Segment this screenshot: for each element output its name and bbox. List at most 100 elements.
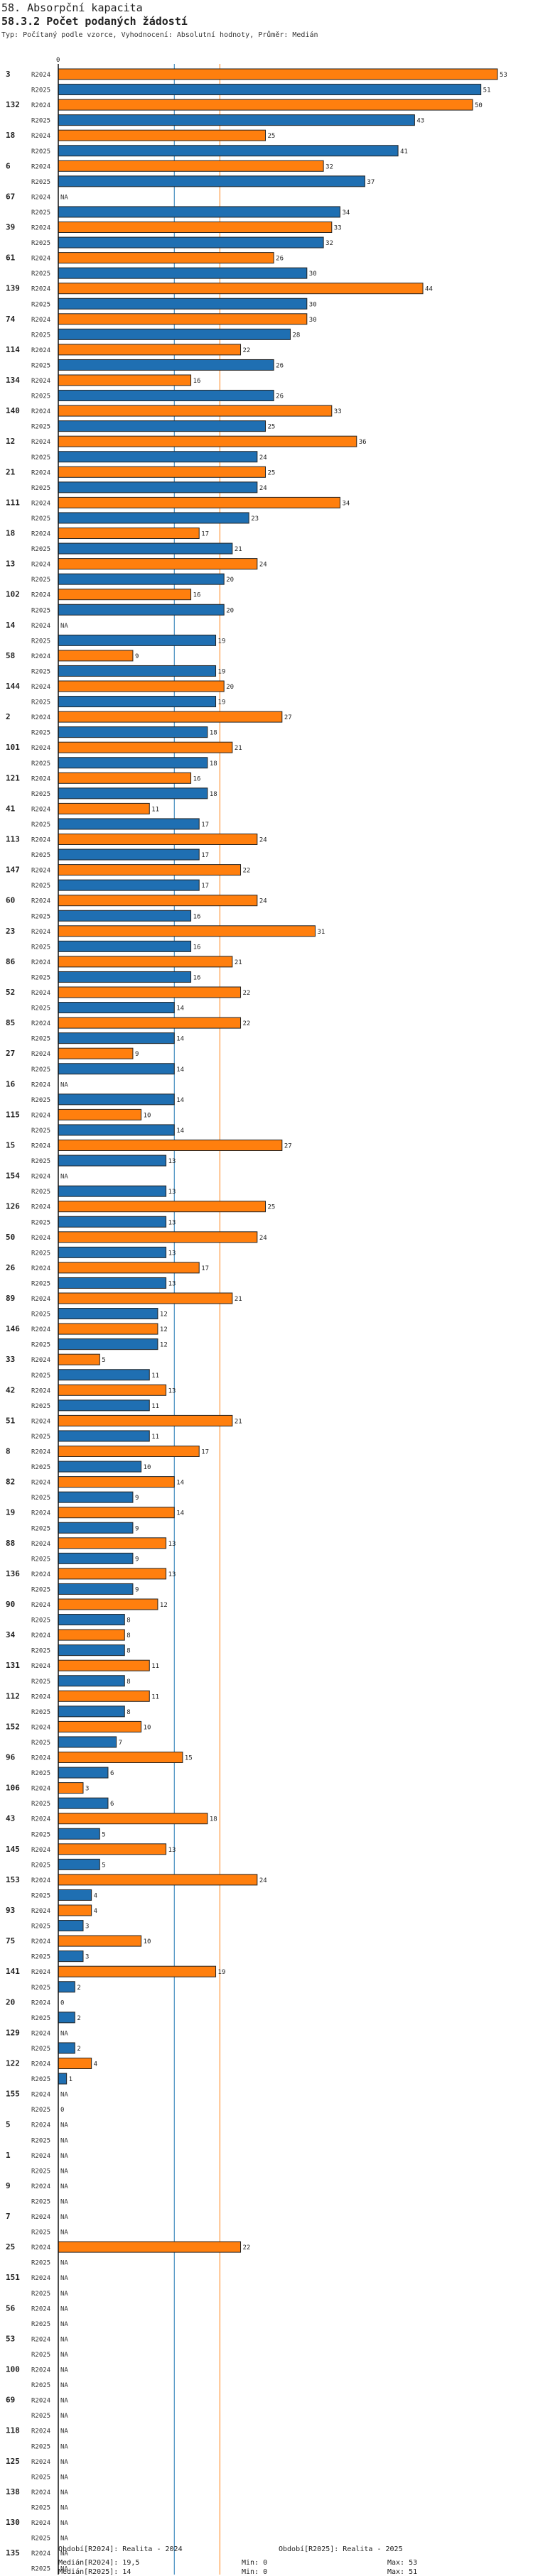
category-label: 51 <box>6 1416 16 1425</box>
na-label: NA <box>60 2536 68 2543</box>
series-label: R2024 <box>31 745 50 752</box>
series-label: R2025 <box>31 485 50 492</box>
max-r2025-text: Max: 51 <box>387 2568 418 2576</box>
series-label: R2024 <box>31 1204 50 1211</box>
series-label: R2024 <box>31 1387 50 1395</box>
bar-r2025 <box>58 940 192 952</box>
series-label: R2024 <box>31 1510 50 1517</box>
bar-r2025 <box>58 1491 134 1503</box>
data-label: 13 <box>168 1571 176 1578</box>
bar-r2024 <box>58 283 424 295</box>
series-label: R2025 <box>31 2443 50 2450</box>
na-label: NA <box>60 2137 68 2144</box>
category-label: 135 <box>6 2548 20 2558</box>
na-label: NA <box>60 2122 68 2129</box>
series-label: R2024 <box>31 990 50 997</box>
data-label: 19 <box>218 1969 226 1976</box>
series-label: R2024 <box>31 1051 50 1058</box>
bar-r2025 <box>58 2073 68 2085</box>
na-label: NA <box>60 2474 68 2481</box>
chart-note: Typ: Počítaný podle vzorce, Vyhodnocení:… <box>1 31 318 39</box>
category-label: 1 <box>6 2151 11 2160</box>
data-label: 14 <box>176 1510 184 1517</box>
data-label: 11 <box>151 1434 159 1441</box>
bar-r2025 <box>58 1920 84 1932</box>
bar-r2024 <box>58 1507 175 1519</box>
data-label: 28 <box>292 332 300 339</box>
series-label: R2025 <box>31 668 50 675</box>
category-label: 61 <box>6 253 16 263</box>
data-label: 12 <box>160 1602 168 1609</box>
data-label: 0 <box>60 1999 64 2007</box>
series-label: R2025 <box>31 2566 50 2573</box>
bar-r2024 <box>58 1262 200 1274</box>
data-label: 31 <box>317 929 325 936</box>
series-label: R2025 <box>31 424 50 431</box>
series-label: R2025 <box>31 1617 50 1625</box>
bar-r2025 <box>58 1246 167 1258</box>
bar-r2025 <box>58 1889 92 1901</box>
data-label: 26 <box>276 256 284 263</box>
data-label: 22 <box>243 1020 251 1027</box>
category-label: 134 <box>6 376 20 385</box>
bar-r2025 <box>58 267 308 279</box>
bar-r2024 <box>58 2241 242 2253</box>
bar-r2025 <box>58 848 200 861</box>
category-label: 7 <box>6 2212 11 2221</box>
bar-r2025 <box>58 451 258 463</box>
bar-r2025 <box>58 298 308 310</box>
data-label: 24 <box>259 1235 267 1242</box>
series-label: R2025 <box>31 1985 50 1992</box>
series-label: R2024 <box>31 1112 50 1119</box>
category-label: 15 <box>6 1141 15 1150</box>
series-label: R2024 <box>31 1235 50 1242</box>
series-label: R2024 <box>31 2244 50 2252</box>
legend-r2025: Období[R2025]: Realita - 2025 <box>279 2545 403 2553</box>
data-label: 22 <box>243 2244 251 2252</box>
data-label: 1 <box>69 2076 72 2083</box>
category-label: 13 <box>6 560 15 569</box>
series-label: R2024 <box>31 1541 50 1548</box>
series-label: R2024 <box>31 592 50 599</box>
category-label: 145 <box>6 1845 20 1854</box>
series-label: R2024 <box>31 1449 50 1456</box>
bar-r2025 <box>58 1644 125 1657</box>
series-label: R2024 <box>31 837 50 844</box>
bar-r2025 <box>58 542 233 555</box>
category-label: 12 <box>6 437 15 446</box>
data-label: 4 <box>94 1892 97 1899</box>
bar-r2025 <box>58 1002 175 1014</box>
bar-r2025 <box>58 390 274 402</box>
data-label: 21 <box>235 1418 242 1425</box>
series-label: R2024 <box>31 2214 50 2221</box>
category-label: 56 <box>6 2303 16 2313</box>
series-label: R2025 <box>31 2168 50 2175</box>
series-label: R2025 <box>31 1036 50 1043</box>
bar-r2025 <box>58 1430 150 1442</box>
series-label: R2024 <box>31 1663 50 1670</box>
bar-r2024 <box>58 925 316 937</box>
data-label: 9 <box>135 1525 139 1532</box>
series-label: R2025 <box>31 822 50 829</box>
category-label: 153 <box>6 1875 20 1884</box>
series-label: R2025 <box>31 1372 50 1380</box>
data-label: 24 <box>259 898 267 905</box>
data-label: 13 <box>168 1219 176 1226</box>
category-label: 52 <box>6 988 15 997</box>
na-label: NA <box>60 2030 68 2037</box>
data-label: 33 <box>334 408 342 415</box>
data-label: 51 <box>483 87 491 94</box>
na-label: NA <box>60 2413 68 2420</box>
series-label: R2024 <box>31 408 50 415</box>
data-label: 17 <box>201 822 209 829</box>
data-label: 24 <box>259 485 267 492</box>
data-label: 22 <box>243 990 251 997</box>
bar-r2024 <box>58 1108 142 1120</box>
category-label: 141 <box>6 1967 20 1976</box>
series-label: R2025 <box>31 1679 50 1686</box>
series-label: R2025 <box>31 118 50 125</box>
series-label: R2025 <box>31 1158 50 1165</box>
na-label: NA <box>60 2336 68 2343</box>
legend-r2024: Období[R2024]: Realita - 2024 <box>58 2545 183 2553</box>
series-label: R2024 <box>31 806 50 813</box>
